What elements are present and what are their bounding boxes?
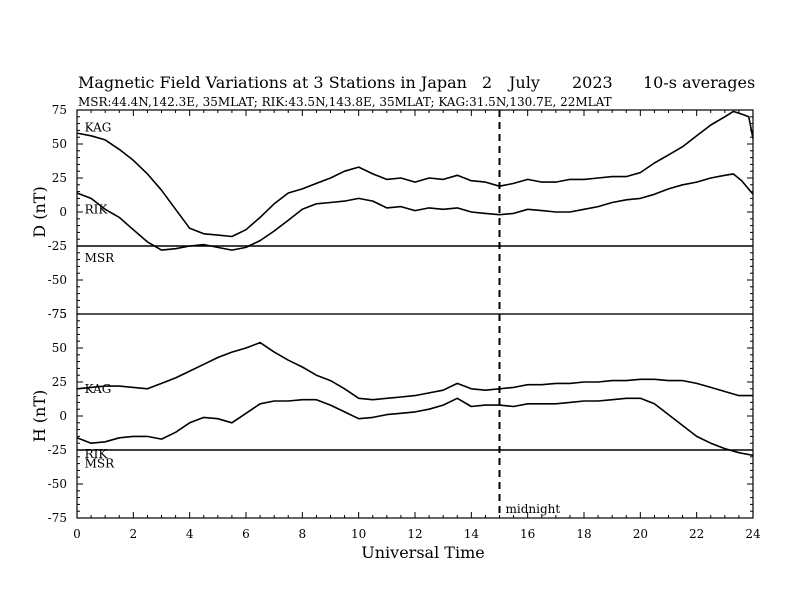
x-tick-label: 4 [186, 527, 194, 541]
y-tick-label: -25 [48, 443, 67, 457]
x-axis-label: Universal Time [361, 543, 484, 562]
y-axis-label: D (nT) [30, 186, 49, 237]
series-label-msr: MSR [85, 457, 116, 471]
x-tick-label: 0 [73, 527, 81, 541]
y-tick-label: 0 [59, 409, 67, 423]
series-label-msr: MSR [85, 251, 116, 265]
x-axis-ticks: 0 2 4 6 8 10 12 14 16 18 20 22 24 [73, 110, 761, 541]
x-tick-label: 10 [351, 527, 366, 541]
y-axis-label: H (nT) [30, 390, 49, 443]
y-tick-label: 25 [52, 171, 67, 185]
chart-title: Magnetic Field Variations at 3 Stations … [78, 73, 467, 92]
x-tick-label: 22 [689, 527, 704, 541]
series-label-kag: KAG [85, 382, 112, 396]
x-tick-label: 12 [407, 527, 422, 541]
series-label-rik: RIK [85, 202, 109, 216]
averaging-label: 10-s averages [643, 73, 755, 92]
y-tick-label: -50 [48, 477, 67, 491]
y-tick-label: 0 [59, 205, 67, 219]
date-month: July [507, 73, 540, 92]
series-line-rik [76, 397, 754, 457]
x-tick-label: 20 [633, 527, 648, 541]
y-tick-label: -25 [48, 239, 67, 253]
panel-frame [76, 313, 754, 519]
y-tick-label: -75 [48, 307, 67, 321]
y-tick-label: 25 [52, 375, 67, 389]
series-label-kag: KAG [85, 121, 112, 135]
x-tick-label: 24 [745, 527, 761, 541]
x-tick-label: 6 [242, 527, 250, 541]
y-tick-label: -75 [48, 511, 67, 525]
y-tick-label: 75 [52, 103, 67, 117]
y-tick-label: 50 [52, 137, 67, 151]
stations-info: MSR:44.4N,142.3E, 35MLAT; RIK:43.5N,143.… [78, 95, 612, 109]
panels-group: 75 50 25 0 -25 -50 -75 D (nT) KAG RIK MSR 75 50 25 0 -2… [30, 103, 754, 525]
x-tick-label: 8 [299, 527, 307, 541]
y-tick-label: -50 [48, 273, 67, 287]
x-tick-label: 16 [520, 527, 535, 541]
y-tick-label: 50 [52, 341, 67, 355]
series-line-kag [76, 341, 753, 401]
date-year: 2023 [572, 73, 613, 92]
panel-d: 75 50 25 0 -25 -50 -75 D (nT) KAG RIK MSR [30, 103, 754, 321]
date-day: 2 [482, 73, 492, 92]
x-tick-label: 18 [576, 527, 591, 541]
x-tick-label: 2 [130, 527, 138, 541]
series-line-kag [76, 110, 754, 238]
midnight-label: midnight [506, 502, 561, 516]
y-tick-label: 75 [52, 307, 67, 321]
x-tick-label: 14 [464, 527, 480, 541]
